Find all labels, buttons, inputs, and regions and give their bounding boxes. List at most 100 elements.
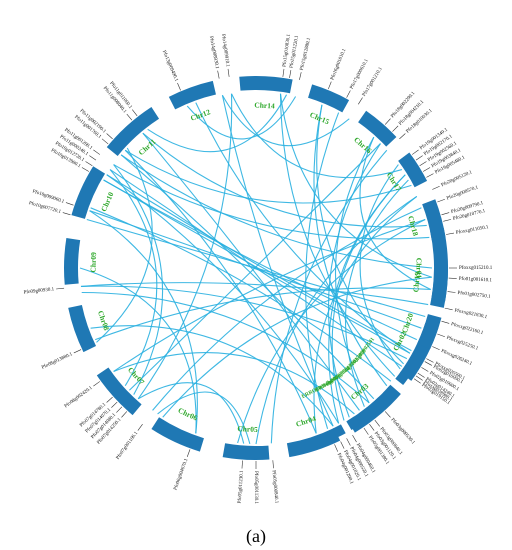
gene-tick xyxy=(421,367,429,372)
synteny-link xyxy=(103,179,418,341)
gene-tick xyxy=(56,287,65,290)
synteny-link xyxy=(106,174,412,352)
chromosome-c11 xyxy=(106,106,160,156)
chromosome-c04 xyxy=(286,427,341,458)
gene-tick xyxy=(437,333,445,338)
chromosome-c14 xyxy=(308,84,350,113)
synteny-link xyxy=(270,149,388,444)
chromosome-label: Chr05 xyxy=(237,424,258,434)
chromosome-label: Chr20 xyxy=(400,312,416,334)
gene-label: Pfo01g002750.1 xyxy=(457,291,491,300)
gene-tick xyxy=(384,118,391,125)
synteny-link xyxy=(95,287,431,341)
gene-tick xyxy=(328,81,332,90)
gene-tick xyxy=(399,133,406,140)
gene-tick xyxy=(121,411,128,418)
gene-tick xyxy=(111,401,118,408)
synteny-link xyxy=(327,143,381,418)
scaffold-segment xyxy=(359,407,374,422)
synteny-link xyxy=(90,325,334,427)
gene-tick xyxy=(422,167,431,172)
gene-label: Pfo20g005120.1 xyxy=(441,170,474,188)
synteny-link xyxy=(147,94,288,153)
synteny-link xyxy=(221,94,350,147)
gene-label: Pfoxxg026240.1 xyxy=(440,349,473,367)
gene-tick xyxy=(299,72,302,81)
scaffold-segment xyxy=(332,424,346,438)
synteny-link xyxy=(195,102,411,354)
synteny-link xyxy=(313,104,388,387)
synteny-link xyxy=(305,112,340,429)
gene-tick xyxy=(137,423,143,431)
chromosome-c15 xyxy=(358,110,397,147)
synteny-link xyxy=(157,391,251,445)
gene-tick xyxy=(62,212,71,216)
synteny-link xyxy=(313,195,418,434)
gene-tick xyxy=(241,460,243,469)
gene-label: Pfo01g001610.1 xyxy=(459,277,493,284)
synteny-link xyxy=(120,154,433,269)
chromosome-c18 xyxy=(431,268,449,302)
gene-tick xyxy=(443,219,452,222)
gene-tick xyxy=(93,149,101,155)
chromosome-c12 xyxy=(168,80,216,110)
gene-tick xyxy=(432,185,440,190)
synteny-link xyxy=(142,132,427,228)
gene-label: Pfoxxg022160.1 xyxy=(450,322,484,336)
gene-label: Pfo10g007720.1 xyxy=(28,201,62,215)
gene-tick xyxy=(426,358,434,363)
synteny-link xyxy=(359,164,401,370)
synteny-link xyxy=(90,207,392,382)
gene-label: Pfo17g001210.1 xyxy=(362,66,384,97)
synteny-link xyxy=(237,218,426,444)
gene-tick xyxy=(384,411,391,418)
gene-label: Pfo14g009910.1 xyxy=(220,34,230,68)
gene-tick xyxy=(186,449,191,457)
gene-label: Pfoxxg025250.1 xyxy=(446,336,479,352)
gene-label: Pfo15g011220.1 xyxy=(289,35,300,69)
gene-label: Pfoxxg015210.1 xyxy=(459,266,493,271)
chromosome-ring: Chr01Chr02Chr03Chr04Chr05Chr06Chr07Chr08… xyxy=(64,76,449,460)
synteny-links xyxy=(79,93,433,445)
gene-tick xyxy=(93,381,101,387)
synteny-link xyxy=(113,352,355,415)
scaffold-segment xyxy=(382,385,397,400)
synteny-link xyxy=(113,164,430,240)
gene-tick xyxy=(65,202,74,206)
synteny-link xyxy=(344,179,409,407)
gene-tick xyxy=(363,427,369,435)
gene-label: Pfoxxg011050.1 xyxy=(456,225,490,236)
synteny-link xyxy=(152,207,422,411)
chromosome-label: Chr14 xyxy=(254,100,275,110)
gene-label: Pfo08g013880.1 xyxy=(41,352,74,371)
gene-tick xyxy=(106,396,113,403)
chromosome-c07 xyxy=(96,367,142,416)
synteny-link xyxy=(113,164,164,395)
gene-tick xyxy=(441,212,450,216)
gene-tick xyxy=(437,198,445,203)
gene-tick xyxy=(352,434,357,443)
chromosome-label: Chr17 xyxy=(385,171,404,193)
gene-tick xyxy=(441,320,450,324)
chromosome-c09 xyxy=(64,237,81,285)
chromosome-label: Chr10 xyxy=(99,190,116,213)
gene-label: Pfo05g011230.1 xyxy=(238,470,245,504)
synteny-link xyxy=(279,93,396,377)
synteny-link xyxy=(255,195,418,445)
synteny-link xyxy=(81,291,370,404)
chromosome-label: Chr09 xyxy=(88,252,98,273)
gene-tick xyxy=(340,441,345,449)
scaffold-label: ERRO0000006 xyxy=(301,379,335,400)
gene-tick xyxy=(289,70,292,78)
gene-label: Pfo05g000840.1 xyxy=(271,470,279,504)
gene-tick xyxy=(282,68,285,77)
gene-label: Pfo16g001010.1 xyxy=(330,48,347,81)
gene-label: Pfo20g008570.1 xyxy=(446,185,479,201)
gene-tick xyxy=(415,375,423,381)
gene-tick xyxy=(369,423,375,431)
synteny-link xyxy=(96,147,153,343)
gene-label: Pfo09g00930.1 xyxy=(23,287,55,295)
gene-tick xyxy=(411,149,419,155)
gene-tick xyxy=(217,70,220,79)
